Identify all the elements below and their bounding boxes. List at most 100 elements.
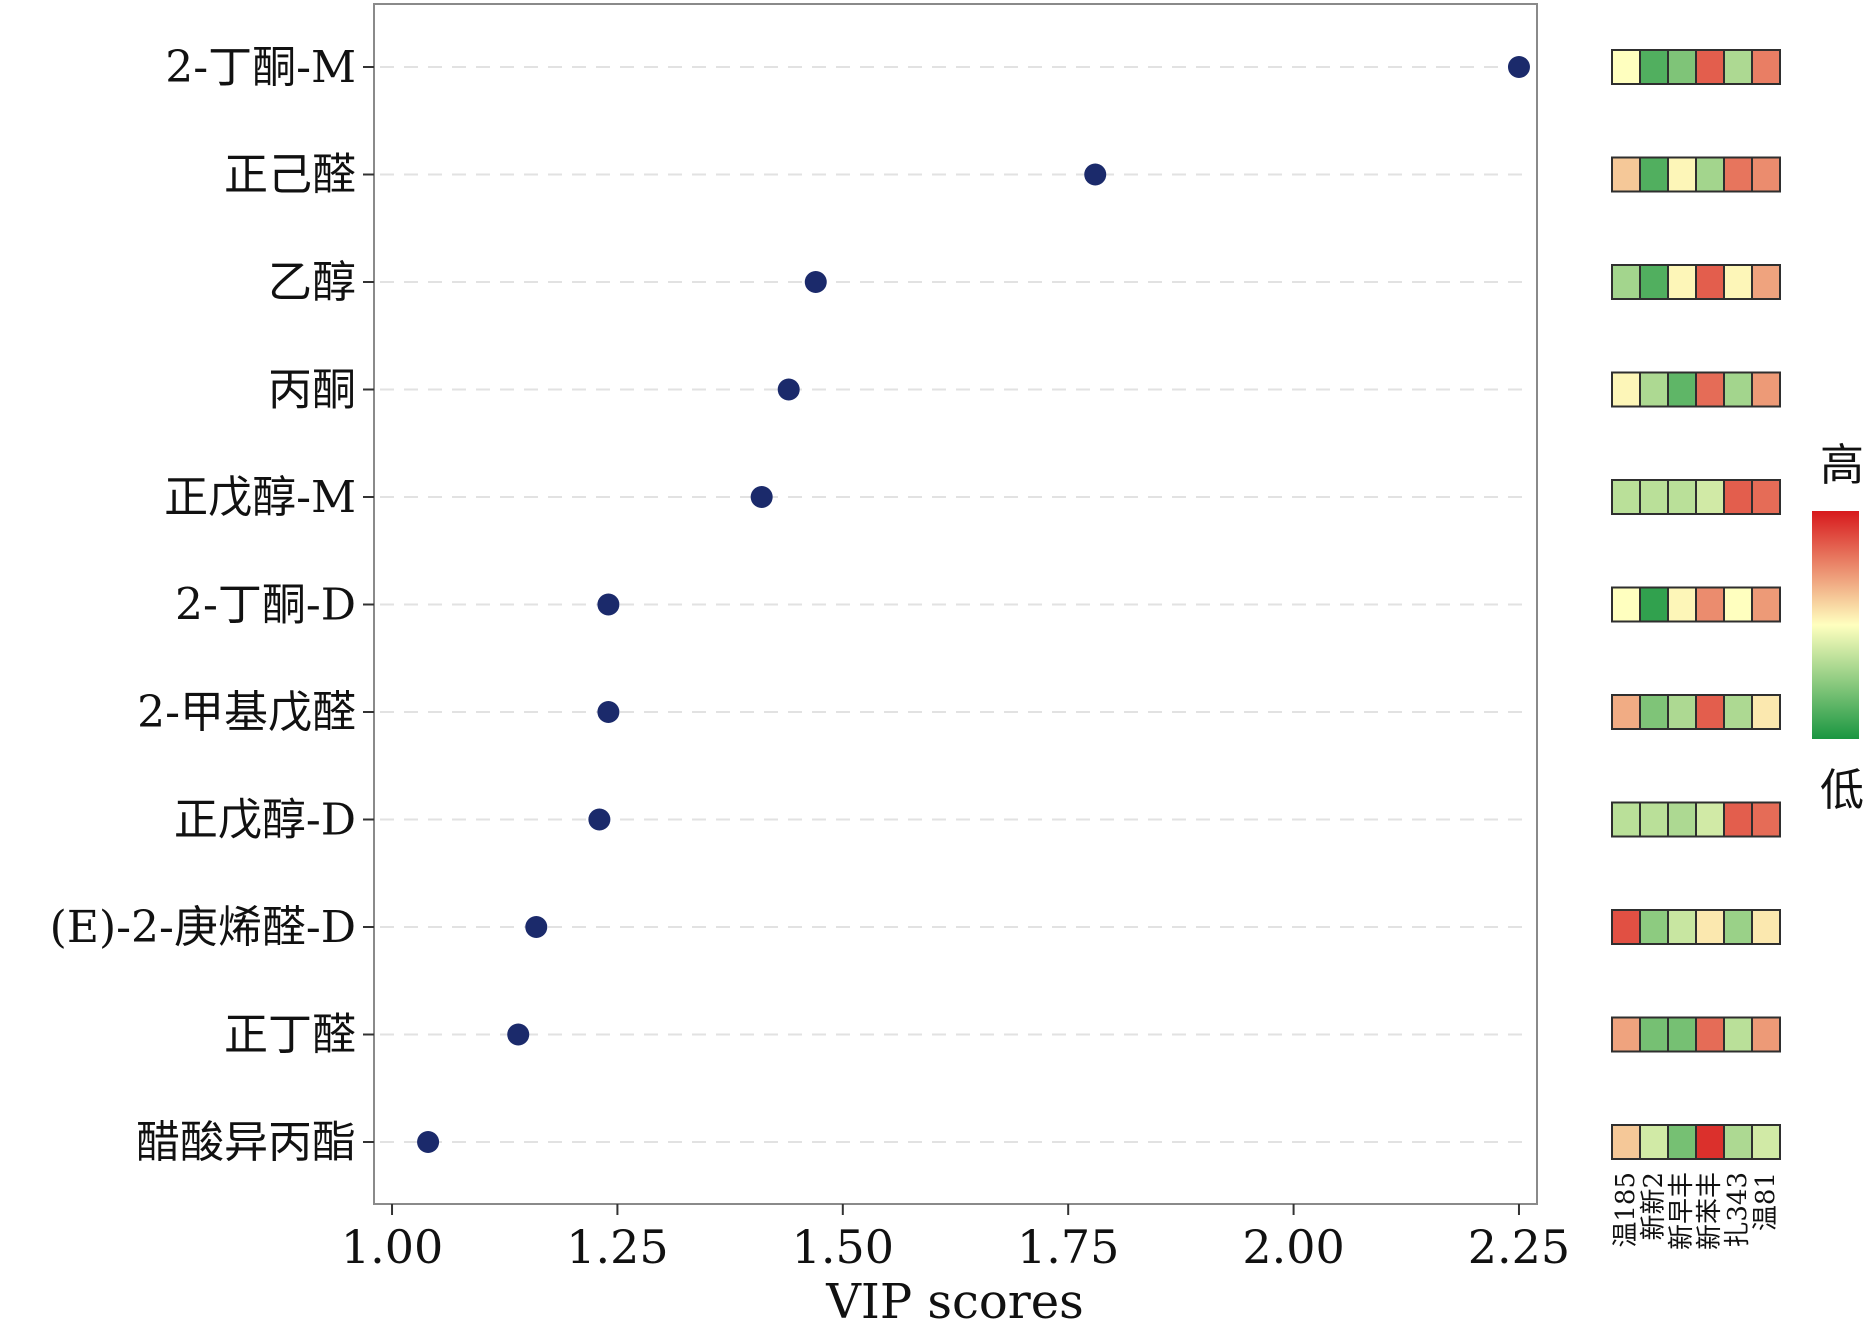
heatmap-cell <box>1639 1124 1669 1160</box>
heatmap-column-label: 新苯丰 <box>1695 1172 1725 1250</box>
x-tick-label: 2.25 <box>1468 1220 1570 1274</box>
y-category-label: (E)-2-庚烯醛-D <box>50 902 356 953</box>
heatmap-cell <box>1611 49 1641 85</box>
heatmap-cell <box>1667 1124 1697 1160</box>
heatmap-cell <box>1723 909 1753 945</box>
heatmap-column-label: 扎343 <box>1723 1172 1753 1248</box>
heatmap-cell <box>1639 909 1669 945</box>
heatmap-cell <box>1751 694 1781 730</box>
data-point <box>777 378 800 401</box>
y-category-label: 2-丁酮-D <box>175 580 356 631</box>
heatmap-cell <box>1723 479 1753 515</box>
heatmap-cell <box>1695 1016 1725 1053</box>
heatmap-cell <box>1751 1124 1781 1160</box>
heatmap <box>1611 49 1781 1160</box>
color-legend: 高 低 <box>1812 440 1864 816</box>
heatmap-cell <box>1667 371 1697 408</box>
heatmap-cell <box>1667 1016 1697 1053</box>
y-category-label: 2-甲基戊醛 <box>137 687 356 738</box>
heatmap-cell <box>1639 586 1669 623</box>
heatmap-cell <box>1667 909 1697 945</box>
heatmap-cell <box>1695 156 1725 193</box>
data-point <box>588 808 611 831</box>
heatmap-column-label: 新早丰 <box>1667 1172 1697 1250</box>
heatmap-cell <box>1639 694 1669 730</box>
data-point <box>597 593 620 616</box>
heatmap-cell <box>1639 479 1669 515</box>
heatmap-cell <box>1667 156 1697 193</box>
heatmap-cell <box>1751 156 1781 193</box>
heatmap-column-label: 新新2 <box>1639 1172 1669 1241</box>
data-point <box>417 1131 440 1153</box>
x-tick-label: 1.75 <box>1017 1220 1119 1274</box>
heatmap-cell <box>1611 264 1641 300</box>
heatmap-cell <box>1751 909 1781 945</box>
heatmap-cell <box>1639 264 1669 300</box>
data-point <box>597 701 620 723</box>
heatmap-cell <box>1611 801 1641 838</box>
heatmap-cell <box>1695 371 1725 408</box>
heatmap-cell <box>1667 49 1697 85</box>
heatmap-cell <box>1667 801 1697 838</box>
y-category-label: 醋酸异丙酯 <box>136 1117 356 1168</box>
y-category-label: 乙醇 <box>268 257 356 308</box>
heatmap-cell <box>1723 264 1753 300</box>
heatmap-cell <box>1667 479 1697 515</box>
heatmap-cell <box>1611 156 1641 193</box>
heatmap-cell <box>1695 264 1725 300</box>
heatmap-cell <box>1695 1124 1725 1160</box>
heatmap-cell <box>1695 801 1725 838</box>
heatmap-cell <box>1751 801 1781 838</box>
heatmap-cell <box>1695 694 1725 730</box>
x-tick-label: 1.25 <box>566 1220 668 1274</box>
x-tick-label: 2.00 <box>1242 1220 1344 1274</box>
data-points <box>417 56 1530 1153</box>
heatmap-cell <box>1639 49 1669 85</box>
heatmap-cell <box>1695 49 1725 85</box>
y-category-label: 正戊醇-D <box>174 795 356 846</box>
x-axis-title: VIP scores <box>825 1274 1084 1324</box>
heatmap-cell <box>1611 694 1641 730</box>
heatmap-column-label: 温185 <box>1611 1172 1641 1248</box>
heatmap-cell <box>1695 586 1725 623</box>
heatmap-cell <box>1751 1016 1781 1053</box>
legend-low-label: 低 <box>1820 765 1864 816</box>
heatmap-cell <box>1611 586 1641 623</box>
heatmap-cell <box>1751 586 1781 623</box>
legend-gradient-bar <box>1812 511 1859 739</box>
data-point <box>1507 56 1530 78</box>
data-point <box>525 916 548 938</box>
heatmap-cell <box>1751 479 1781 515</box>
data-point <box>750 486 773 508</box>
heatmap-cell <box>1723 586 1753 623</box>
x-axis-ticks: 1.00 1.25 1.50 1.75 2.00 2.25 <box>341 1204 1570 1274</box>
data-point <box>1084 163 1107 186</box>
heatmap-cell <box>1639 801 1669 838</box>
data-point <box>507 1023 530 1046</box>
heatmap-cell <box>1639 156 1669 193</box>
heatmap-cell <box>1695 479 1725 515</box>
heatmap-cell <box>1723 801 1753 838</box>
y-category-label: 正戊醇-M <box>164 472 356 523</box>
y-category-label: 2-丁酮-M <box>165 42 356 93</box>
heatmap-cell <box>1667 264 1697 300</box>
heatmap-cell <box>1751 49 1781 85</box>
heatmap-cell <box>1751 264 1781 300</box>
heatmap-cell <box>1611 479 1641 515</box>
heatmap-cell <box>1723 1016 1753 1053</box>
heatmap-cell <box>1723 371 1753 408</box>
y-category-label: 丙酮 <box>268 365 356 416</box>
heatmap-cell <box>1751 371 1781 408</box>
heatmap-cell <box>1611 909 1641 945</box>
x-tick-label: 1.00 <box>341 1220 443 1274</box>
heatmap-cell <box>1611 1124 1641 1160</box>
heatmap-cell <box>1611 371 1641 408</box>
heatmap-column-label: 温81 <box>1751 1172 1781 1231</box>
heatmap-cell <box>1639 1016 1669 1053</box>
heatmap-cell <box>1639 371 1669 408</box>
heatmap-cell <box>1611 1016 1641 1053</box>
